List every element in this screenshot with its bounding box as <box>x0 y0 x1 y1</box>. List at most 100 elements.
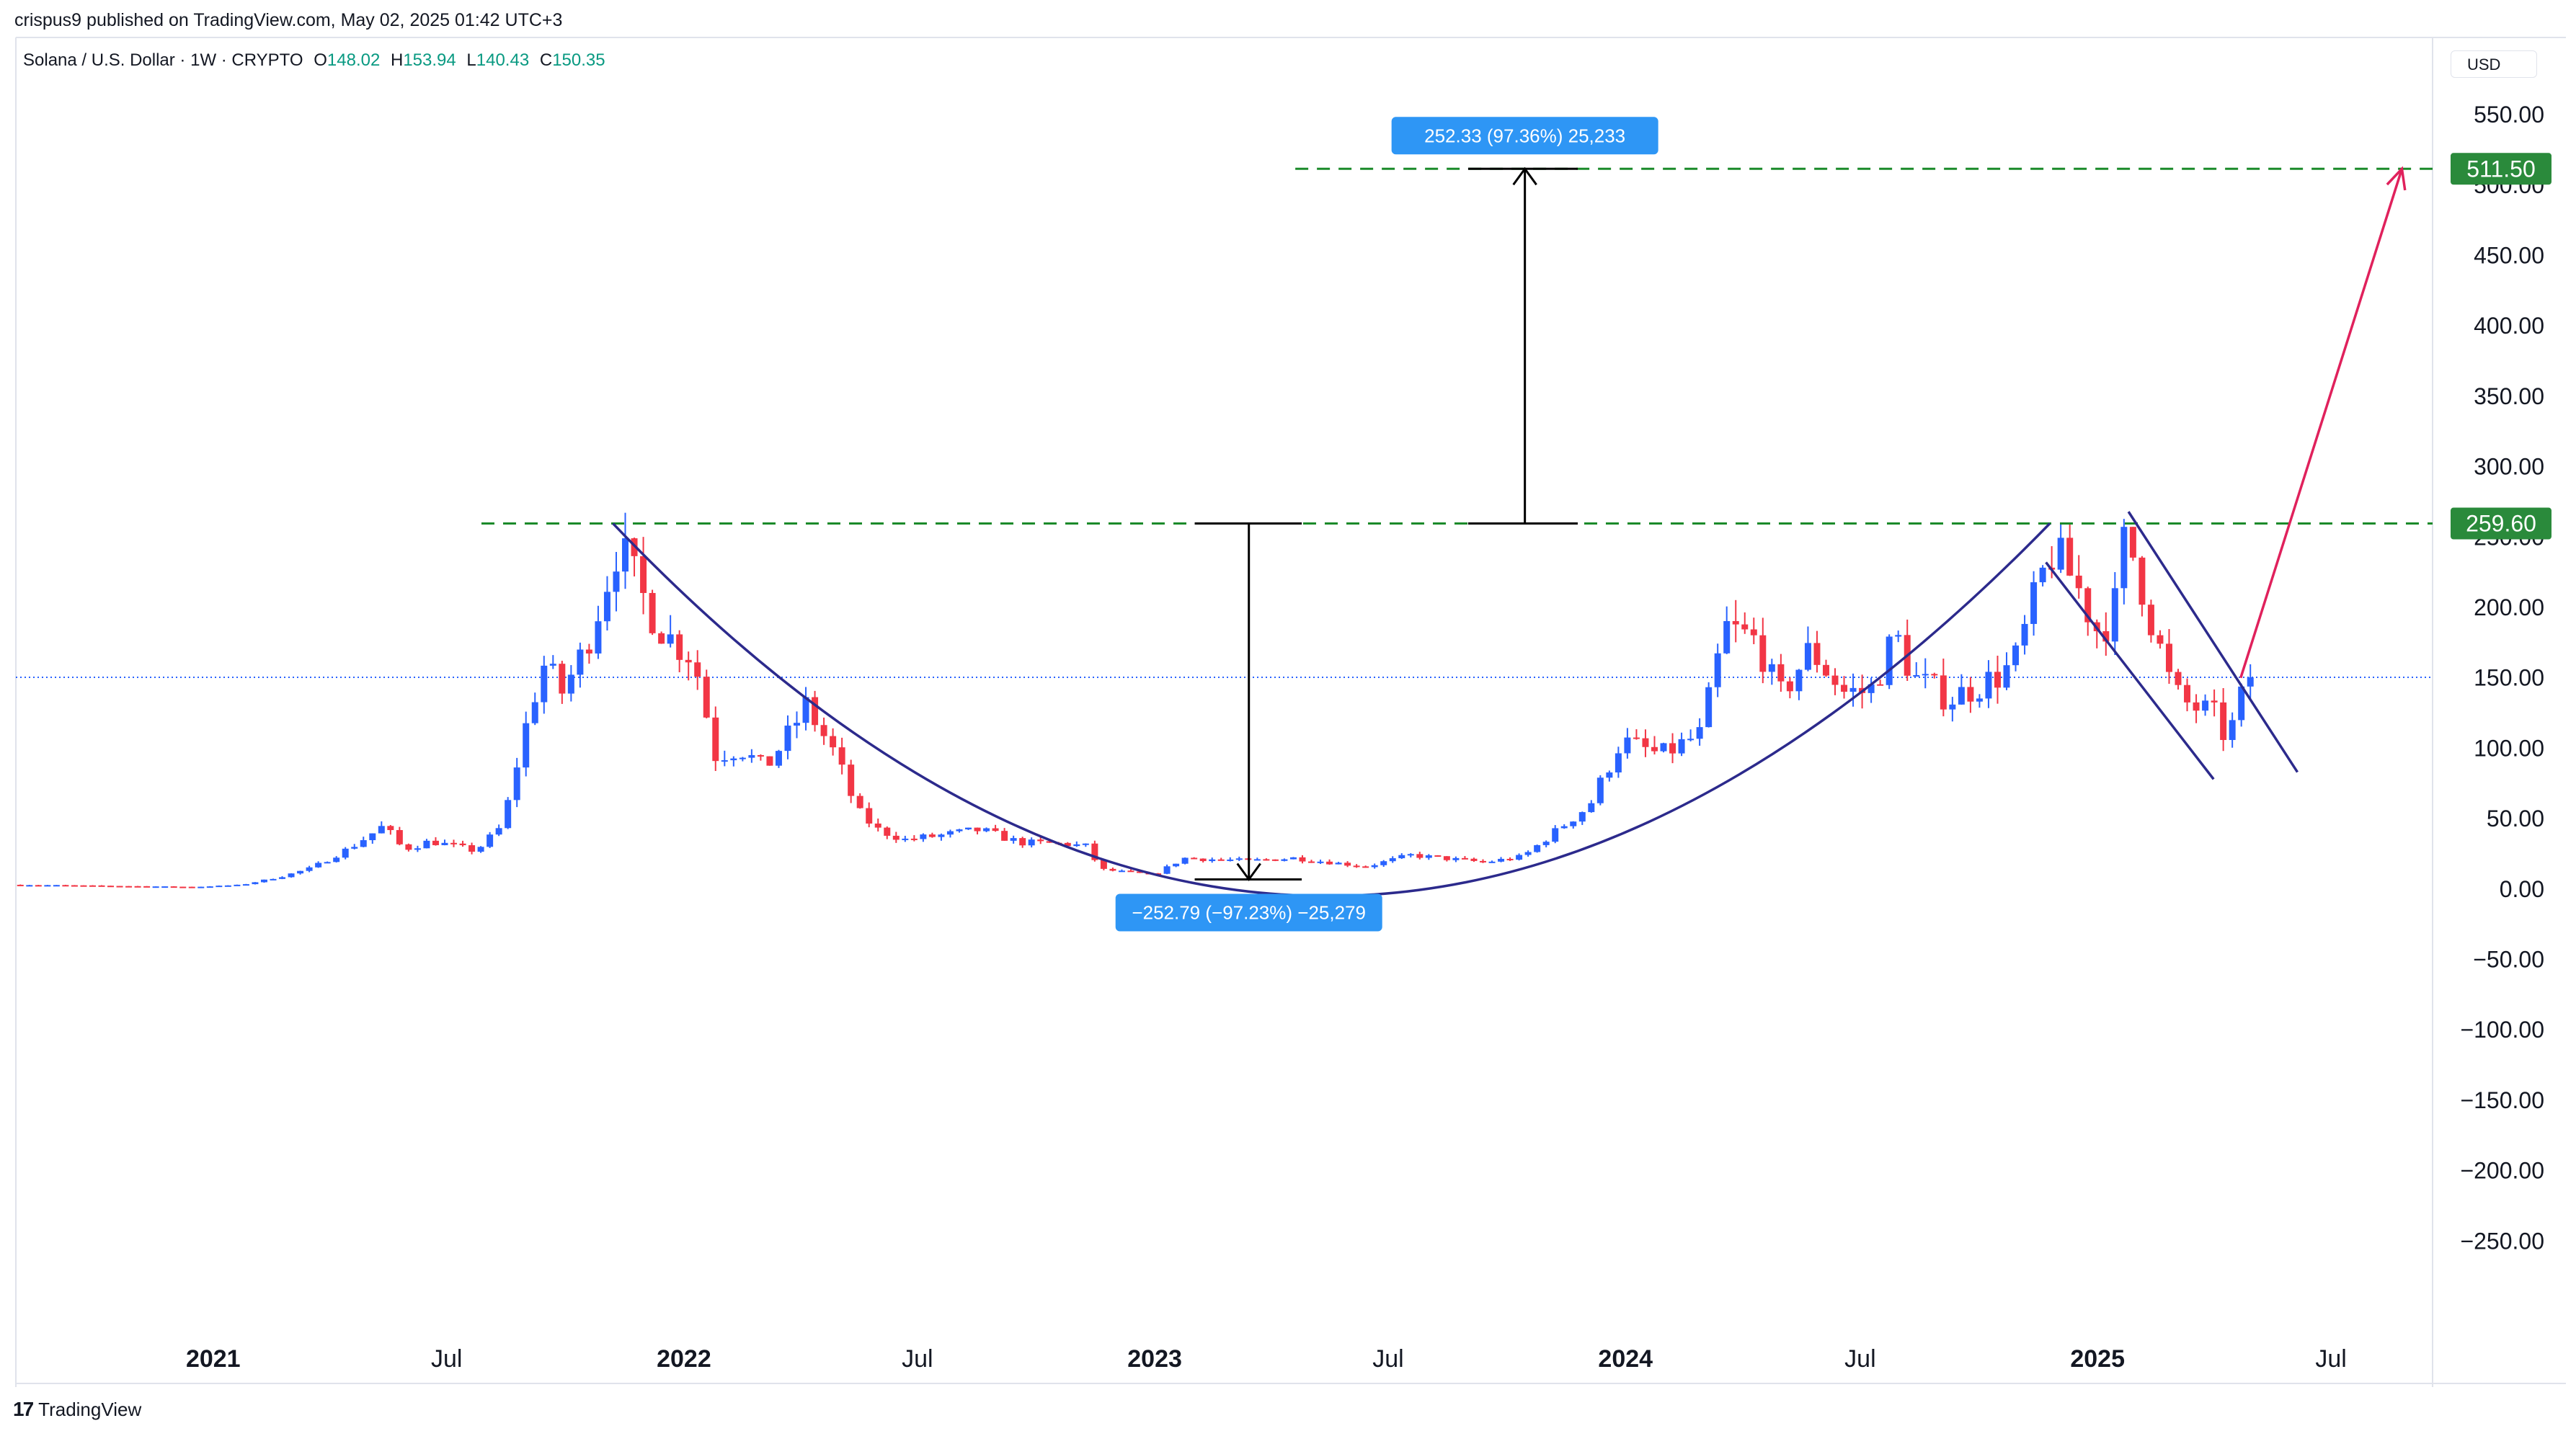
candle-body <box>1696 727 1703 739</box>
candle-body <box>1958 687 1965 705</box>
candle-body <box>622 538 629 572</box>
candle-body <box>1199 858 1207 862</box>
candle-body <box>541 665 548 703</box>
candle-body <box>523 723 530 768</box>
candle-body <box>1542 842 1550 845</box>
projection-arrow-line <box>2239 168 2404 679</box>
y-tick-label: 350.00 <box>2474 383 2544 409</box>
candle-body <box>1994 672 2001 688</box>
y-tick-label: −50.00 <box>2473 946 2544 972</box>
candle-body <box>270 878 277 881</box>
candle-body <box>1804 643 1811 670</box>
candle-body <box>378 826 385 834</box>
candle-body <box>1028 839 1035 846</box>
candle-body <box>1976 698 1983 702</box>
candle-body <box>107 886 115 888</box>
candle-body <box>667 634 674 644</box>
candle-body <box>2021 623 2028 646</box>
candle-body <box>820 725 827 736</box>
candle-body <box>17 884 24 886</box>
y-tick-label: −250.00 <box>2460 1228 2544 1254</box>
candle-body <box>252 882 259 885</box>
candle-body <box>1407 854 1414 856</box>
open-value: 148.02 <box>327 50 381 70</box>
candle-body <box>1723 620 1731 654</box>
candle-body <box>495 828 502 835</box>
candle-body <box>1191 857 1198 860</box>
candle-body <box>2157 635 2164 644</box>
measure-label-box <box>1115 893 1382 932</box>
candle-body <box>1678 739 1685 754</box>
candle-body <box>1886 636 1893 685</box>
y-tick-label: 0.00 <box>2500 876 2544 902</box>
candle-body <box>1777 664 1785 682</box>
candle-body <box>838 747 845 765</box>
candle-body <box>1091 843 1098 860</box>
candle-body <box>1425 855 1432 858</box>
candle-body <box>1326 861 1333 865</box>
candle-body <box>1001 831 1008 841</box>
y-tick-label: 200.00 <box>2474 594 2544 620</box>
candle-body <box>1877 684 1884 686</box>
candle-body <box>1588 803 1595 813</box>
low-value: 140.43 <box>476 50 530 70</box>
candle-body <box>1317 861 1324 863</box>
candle-body <box>531 702 538 723</box>
candle-body <box>1624 737 1631 754</box>
candle-body <box>423 840 430 849</box>
candle-body <box>1289 857 1297 860</box>
symbol-title[interactable]: Solana / U.S. Dollar · 1W · CRYPTO <box>23 50 303 70</box>
candle-body <box>567 674 574 694</box>
candle-body <box>2084 588 2092 623</box>
candle-body <box>1705 687 1713 728</box>
candle-body <box>1235 858 1243 860</box>
currency-selector[interactable]: USD <box>2451 50 2537 78</box>
candle-body <box>1813 643 1821 665</box>
tradingview-brand[interactable]: 17 TradingView <box>13 1398 141 1421</box>
candle-body <box>125 886 133 888</box>
price-chart[interactable]: 550.00500.00450.00400.00350.00300.00250.… <box>0 0 2576 1391</box>
candle-body <box>1741 624 1749 630</box>
candle-body <box>26 885 33 887</box>
candle-body <box>1118 870 1125 873</box>
candle-body <box>1082 843 1089 845</box>
candle-body <box>549 664 556 666</box>
candle-body <box>866 808 873 824</box>
candle-body <box>1732 620 1739 625</box>
candle-body <box>1479 860 1486 862</box>
candle-body <box>224 885 231 887</box>
candle-body <box>1506 858 1514 860</box>
measure-label: 252.33 (97.36%) 25,233 <box>1424 125 1625 146</box>
candle-body <box>1985 672 1992 699</box>
channel-line <box>2127 511 2299 773</box>
candle-body <box>1335 862 1342 865</box>
y-tick-label: 450.00 <box>2474 242 2544 268</box>
measure-arrow-head <box>1512 166 1537 186</box>
candle-body <box>983 828 990 832</box>
price-tag-label: 511.50 <box>2466 156 2536 182</box>
candle-body <box>1822 664 1829 676</box>
candle-body <box>1913 674 1920 677</box>
candle-body <box>1578 812 1586 822</box>
candle-body <box>640 556 647 593</box>
candle-body <box>2175 672 2182 685</box>
candle-body <box>946 831 954 835</box>
candle-body <box>1127 870 1134 873</box>
candle-body <box>513 767 520 801</box>
candle-body <box>585 649 592 654</box>
brand-name: TradingView <box>38 1398 142 1420</box>
candle-body <box>802 697 809 723</box>
candle-body <box>775 751 782 766</box>
candle-body <box>559 664 566 694</box>
candle-body <box>1299 857 1306 862</box>
candle-body <box>1443 856 1450 860</box>
candle-body <box>1967 687 1974 702</box>
candle-body <box>1362 866 1369 868</box>
candle-body <box>1019 838 1026 846</box>
candle-body <box>830 736 837 748</box>
candle-body <box>892 835 900 840</box>
candle-body <box>2129 527 2136 558</box>
candle-body <box>360 840 367 847</box>
candle-body <box>1750 629 1757 636</box>
